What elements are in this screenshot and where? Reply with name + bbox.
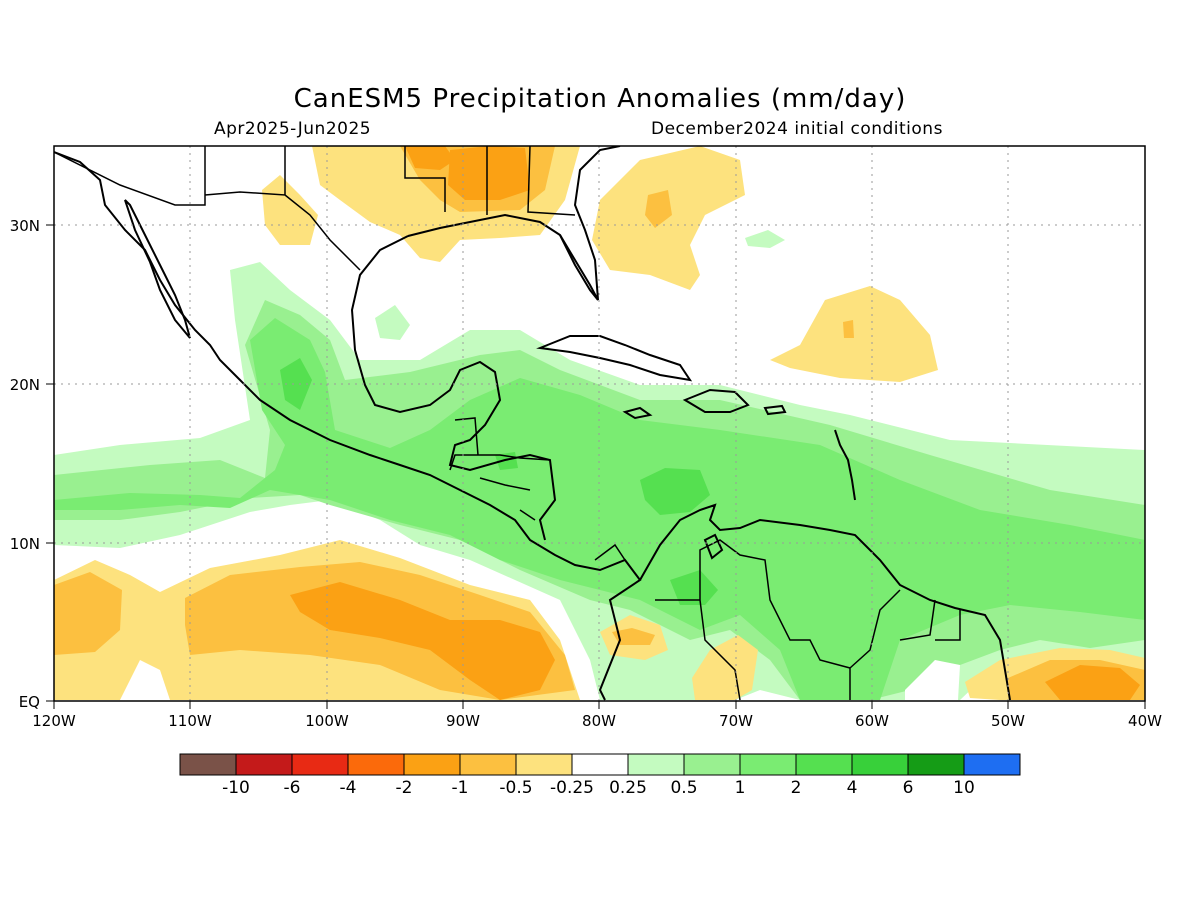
colorbar-label: -4 [340,778,357,798]
us-mexico-border [54,146,361,271]
lon-label-50w: 50W [991,712,1025,730]
wet-core-2-a [640,468,710,515]
colorbar-swatch [683,753,741,776]
dry-colombia [692,635,758,700]
colorbar-label: -0.5 [499,778,532,798]
lon-label-60w: 60W [855,712,889,730]
colorbar-swatch [571,753,629,776]
central-america-borders [449,417,626,561]
south-america-north-coast [639,503,1011,701]
colorbar-label: -2 [396,778,413,798]
colorbar: -10 -6 -4 -2 -1 -0.5 -0.25 0.25 0.5 1 2 4 6 10 [179,753,1021,798]
colorbar-label: 10 [953,778,975,798]
lake-maracaibo [703,533,724,560]
lon-label-70w: 70W [719,712,753,730]
colorbar-swatch [795,753,853,776]
lat-label-20n: 20N [10,376,40,394]
colorbar-label: -0.25 [550,778,594,798]
wet-core-2-c [280,358,312,410]
colorbar-label: 0.5 [670,778,697,798]
colorbar-label: -10 [222,778,250,798]
colorbar-swatch [459,753,517,776]
lon-label-120w: 120W [32,712,76,730]
colorbar-swatch [179,753,237,776]
colorbar-label: -1 [452,778,469,798]
colorbar-swatch [403,753,461,776]
graticule [54,146,1145,701]
lon-label-110w: 110W [168,712,212,730]
jamaica [622,406,653,420]
dry-pacific-1 [290,582,555,700]
wet-spot-atlantic [745,230,785,248]
colorbar-swatch [851,753,909,776]
dry-atlantic-core [645,190,672,228]
lon-label-90w: 90W [446,712,480,730]
latitude-labels: EQ 10N 20N 30N [10,217,40,711]
us-state-borders [404,146,576,216]
lat-label-30n: 30N [10,217,40,235]
dry-atlantic-central-core [843,320,854,338]
colorbar-swatch [739,753,797,776]
lat-label-eq: EQ [19,693,40,711]
colorbar-label: 6 [903,778,914,798]
baja-california [124,199,191,339]
dry-atlantic-central [770,286,938,382]
colorbar-label: 1 [735,778,746,798]
lesser-antilles [834,429,856,501]
dry-se-usa-1-b [448,146,530,200]
dry-atlantic-bahamas [592,146,745,290]
colorbar-label: 2 [791,778,802,798]
colorbar-swatch [347,753,405,776]
longitude-labels: 120W 110W 100W 90W 80W 70W 60W 50W 40W [32,712,1162,730]
hispaniola [682,388,750,413]
colorbar-swatch [291,753,349,776]
forecast-period: Apr2025-Jun2025 [214,119,372,139]
wet-spot-gulf [375,305,410,340]
dry-brazil-coast-1 [1045,665,1140,700]
colorbar-label: 4 [847,778,858,798]
anomaly-field [54,146,1145,701]
coastlines [54,146,1011,701]
white-gap-brazil [905,660,960,700]
colorbar-swatch [515,753,573,776]
wet-core-2-b [670,570,718,605]
colorbar-swatch [627,753,685,776]
lon-label-100w: 100W [305,712,349,730]
colorbar-label: -6 [284,778,301,798]
cuba [536,335,693,382]
colorbar-label: 0.25 [609,778,647,798]
dry-gulf-coast [262,175,318,245]
colorbar-swatch [963,753,1021,776]
gulf-of-mexico-coast [350,146,621,541]
puerto-rico [763,404,787,416]
lon-label-80w: 80W [582,712,616,730]
lat-label-10n: 10N [10,535,40,553]
political-borders [54,146,961,701]
colorbar-swatch [907,753,965,776]
initial-conditions: December2024 initial conditions [651,119,943,139]
map-title: CanESM5 Precipitation Anomalies (mm/day) [293,84,907,114]
dry-pacific-0-5 [54,572,122,655]
south-america-borders [655,539,961,701]
dry-panama-pacific-core [612,628,655,645]
tick-marks [46,224,1146,709]
colorbar-swatch [235,753,293,776]
lon-label-40w: 40W [1128,712,1162,730]
dry-se-usa-1 [405,146,455,170]
florida [559,234,599,301]
